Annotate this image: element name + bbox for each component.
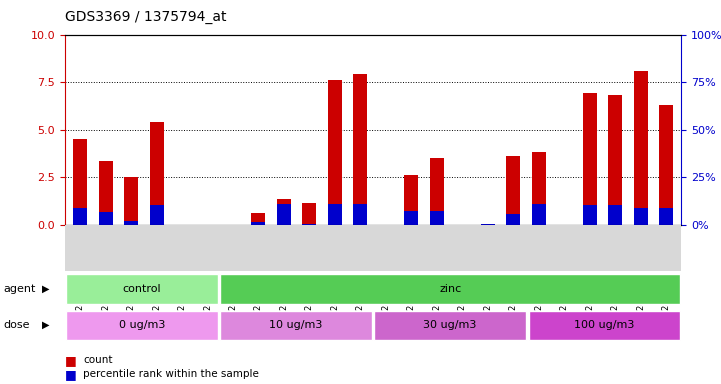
Bar	[353, 74, 368, 225]
Text: ■: ■	[65, 368, 76, 381]
Text: agent: agent	[4, 284, 36, 294]
Bar	[328, 204, 342, 225]
Bar	[608, 205, 622, 225]
Bar	[430, 158, 444, 225]
Bar	[66, 274, 218, 304]
Text: 10 ug/m3: 10 ug/m3	[270, 320, 323, 331]
Bar	[252, 213, 265, 225]
Bar	[124, 221, 138, 225]
Bar	[99, 161, 112, 225]
Bar	[374, 311, 526, 340]
Bar	[149, 122, 164, 225]
Bar	[149, 205, 164, 225]
Bar	[583, 205, 597, 225]
Bar	[506, 156, 521, 225]
Text: GDS3369 / 1375794_at: GDS3369 / 1375794_at	[65, 10, 226, 23]
Bar	[302, 203, 317, 225]
Bar	[277, 199, 291, 225]
Bar	[531, 204, 546, 225]
Bar	[583, 93, 597, 225]
Text: ▶: ▶	[42, 284, 49, 294]
Bar	[659, 209, 673, 225]
Text: 100 ug/m3: 100 ug/m3	[574, 320, 634, 331]
Bar	[277, 204, 291, 225]
Bar	[634, 207, 647, 225]
Text: 0 ug/m3: 0 ug/m3	[119, 320, 165, 331]
Text: control: control	[123, 284, 162, 294]
Bar	[506, 214, 521, 225]
Text: percentile rank within the sample: percentile rank within the sample	[83, 369, 259, 379]
Bar	[252, 222, 265, 225]
Bar	[430, 211, 444, 225]
Bar	[99, 212, 112, 225]
Bar	[528, 311, 680, 340]
Bar	[73, 139, 87, 225]
Bar	[124, 177, 138, 225]
Bar	[221, 274, 680, 304]
Text: 30 ug/m3: 30 ug/m3	[423, 320, 477, 331]
Text: ■: ■	[65, 354, 76, 367]
Bar	[353, 204, 368, 225]
Text: count: count	[83, 355, 112, 365]
Text: zinc: zinc	[439, 284, 461, 294]
Bar	[531, 152, 546, 225]
Text: ▶: ▶	[42, 320, 49, 330]
Bar	[659, 105, 673, 225]
Bar	[608, 95, 622, 225]
Bar	[66, 311, 218, 340]
Bar	[221, 311, 372, 340]
Text: dose: dose	[4, 320, 30, 330]
Bar	[404, 175, 418, 225]
Bar	[302, 224, 317, 225]
Bar	[404, 211, 418, 225]
Bar	[481, 224, 495, 225]
Bar	[328, 80, 342, 225]
Bar	[634, 71, 647, 225]
Bar	[73, 209, 87, 225]
